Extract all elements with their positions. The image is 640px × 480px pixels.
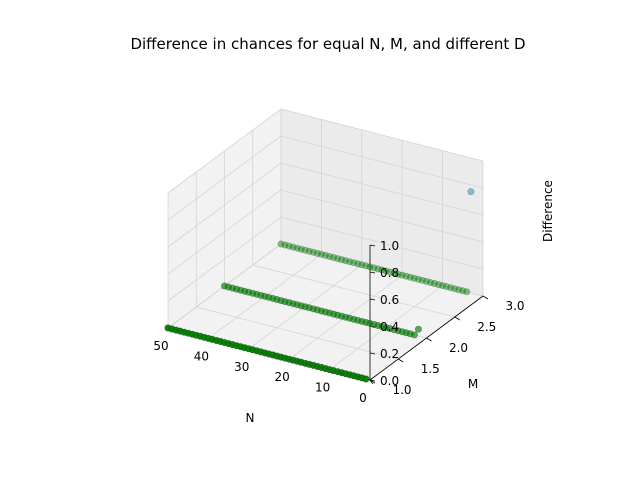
grid-line-left-z <box>167 189 282 275</box>
pane-back <box>281 109 483 296</box>
data-point-m3 <box>386 268 394 276</box>
data-point-m3 <box>350 259 358 267</box>
z-tick-mark <box>369 352 376 355</box>
x-tick-label: 10 <box>315 381 330 395</box>
grid-line-left-z <box>167 108 282 194</box>
data-point-m3 <box>463 288 471 296</box>
grid-line-back-z <box>280 135 484 189</box>
z-tick-mark <box>369 379 376 382</box>
data-point-m3 <box>439 282 447 290</box>
data-point-m1 <box>362 375 370 383</box>
data-point-m3 <box>467 188 475 196</box>
data-point-m3 <box>293 244 301 252</box>
data-point-m3 <box>362 262 370 270</box>
grid-line-floor-y <box>196 306 399 360</box>
y-tick-mark <box>454 316 460 321</box>
y-tick-mark <box>482 295 489 300</box>
data-point-m3 <box>394 270 402 278</box>
z-tick-label: 1.0 <box>380 239 399 253</box>
data-point-m3 <box>277 240 285 248</box>
data-point-m2 <box>410 331 418 339</box>
data-point-m3 <box>313 249 321 257</box>
x-tick-label: 20 <box>275 370 290 384</box>
data-point-m3 <box>342 257 350 265</box>
data-point-m3 <box>325 253 333 261</box>
y-tick-label: 2.0 <box>449 341 468 355</box>
z-axis-label: Difference <box>541 180 555 242</box>
data-point-m3 <box>451 285 459 293</box>
data-point-m3 <box>414 275 422 283</box>
data-point-m3 <box>321 251 329 259</box>
data-point-m2 <box>414 325 422 333</box>
tick-labels: 0 10 20 30 40 50 1.0 1.5 2.0 2.5 3.0 0.0 0.2 0.4 0.6 0.… <box>153 239 524 405</box>
data-point-m3 <box>430 279 438 287</box>
data-point-m3 <box>426 278 434 286</box>
x-tick-label: 50 <box>153 339 168 353</box>
data-point-m3 <box>447 284 455 292</box>
data-point-m3 <box>305 247 313 255</box>
y-tick-mark <box>398 358 404 363</box>
z-tick-mark <box>369 298 376 301</box>
data-point-m3 <box>435 281 443 289</box>
z-tick-label: 0.8 <box>380 266 399 280</box>
z-tick-label: 0.0 <box>380 374 399 388</box>
data-point-m3 <box>455 286 463 294</box>
data-point-m3 <box>382 267 390 275</box>
data-point-m3 <box>285 242 293 250</box>
z-tick-label: 0.6 <box>380 293 399 307</box>
grid-line-back-z <box>280 189 484 243</box>
data-point-m3 <box>354 260 362 268</box>
y-tick-label: 1.0 <box>392 383 411 397</box>
data-point-m3 <box>370 264 378 272</box>
data-point-m3 <box>378 266 386 274</box>
data-point-m3 <box>366 263 374 271</box>
grid-line-left-z <box>167 135 282 221</box>
z-tick-label: 0.4 <box>380 320 399 334</box>
data-point-m3 <box>301 246 309 254</box>
grid-line-back-z <box>280 243 484 297</box>
grid-line-back-z <box>280 162 484 216</box>
grid-line-back-z <box>280 216 484 270</box>
data-point-m3 <box>406 273 414 281</box>
x-tick-label: 30 <box>234 360 249 374</box>
data-point-m3 <box>422 277 430 285</box>
y-tick-label: 1.5 <box>421 362 440 376</box>
z-tick-label: 0.2 <box>380 347 399 361</box>
data-point-m3 <box>309 248 317 256</box>
grid-line-back-z <box>280 108 484 162</box>
grid-line-left-z <box>167 216 282 302</box>
x-tick-label: 0 <box>359 391 367 405</box>
data-points <box>164 188 475 383</box>
grid-line-floor-y <box>252 264 455 318</box>
data-point-m3 <box>289 243 297 251</box>
z-tick-mark <box>369 271 376 274</box>
data-point-m3 <box>338 256 346 264</box>
y-tick-label: 3.0 <box>505 299 524 313</box>
data-point-m3 <box>459 287 467 295</box>
z-tick-mark <box>369 244 376 247</box>
data-point-m3 <box>390 269 398 277</box>
data-point-m3 <box>346 258 354 266</box>
x-tick-label: 40 <box>194 349 209 363</box>
grid-line-left-z <box>167 162 282 248</box>
x-axis-label: N <box>246 411 255 425</box>
data-point-m3 <box>329 254 337 262</box>
y-tick-label: 2.5 <box>477 320 496 334</box>
data-point-m3 <box>374 265 382 273</box>
data-point-m3 <box>317 250 325 258</box>
data-point-m3 <box>398 271 406 279</box>
data-point-m3 <box>281 241 289 249</box>
data-point-m3 <box>297 245 305 253</box>
data-point-m3 <box>418 276 426 284</box>
data-point-m3 <box>334 255 342 263</box>
data-point-m3 <box>358 261 366 269</box>
chart-title: Difference in chances for equal N, M, an… <box>130 35 525 53</box>
y-axis-label: M <box>468 377 478 391</box>
data-point-m3 <box>410 274 418 282</box>
y-tick-mark <box>426 337 432 342</box>
data-point-m3 <box>443 283 451 291</box>
data-point-m3 <box>402 272 410 280</box>
